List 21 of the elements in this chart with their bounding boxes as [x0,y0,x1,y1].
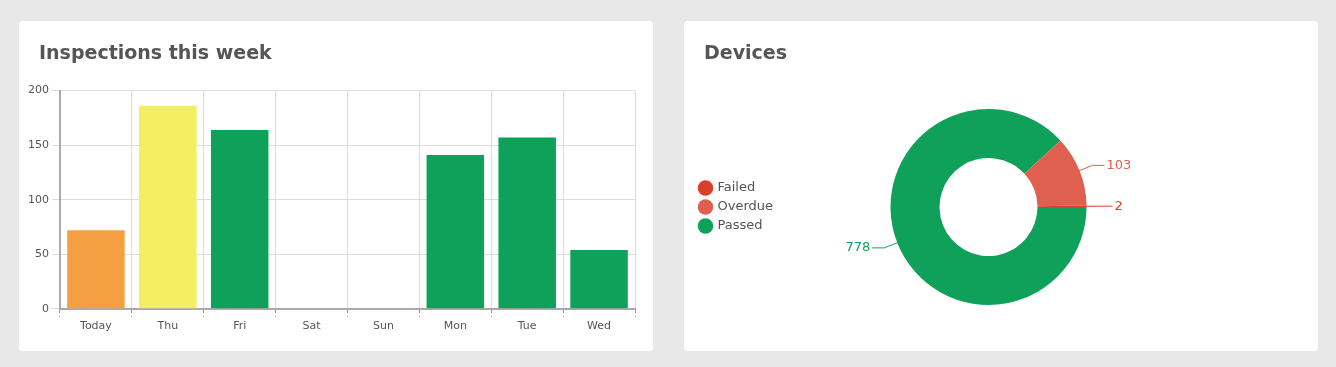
chart-title: Inspections this week [39,41,272,63]
x-tick-label: Today [79,319,113,333]
data-label: 2 [1114,197,1123,213]
x-tick-label: Mon [443,319,467,333]
data-label: 103 [1106,156,1132,172]
x-tick-label: Wed [587,319,612,333]
x-tick-label: Thu [156,319,179,333]
legend-label: Passed [717,217,763,233]
x-tick-label: Fri [233,319,247,333]
legend-label: Overdue [717,198,774,214]
x-tick-label: Tue [516,319,537,333]
chart-title: Devices [704,41,788,63]
x-tick-label: Sat [302,319,322,333]
y-tick-label: 150 [28,138,49,152]
x-tick-label: Sun [372,319,394,333]
y-tick-label: 100 [28,192,49,206]
y-tick-label: 200 [28,83,49,97]
legend-label: Failed [717,179,756,195]
y-tick-label: 0 [42,301,49,315]
y-tick-label: 50 [35,247,49,261]
data-label: 778 [845,239,871,255]
